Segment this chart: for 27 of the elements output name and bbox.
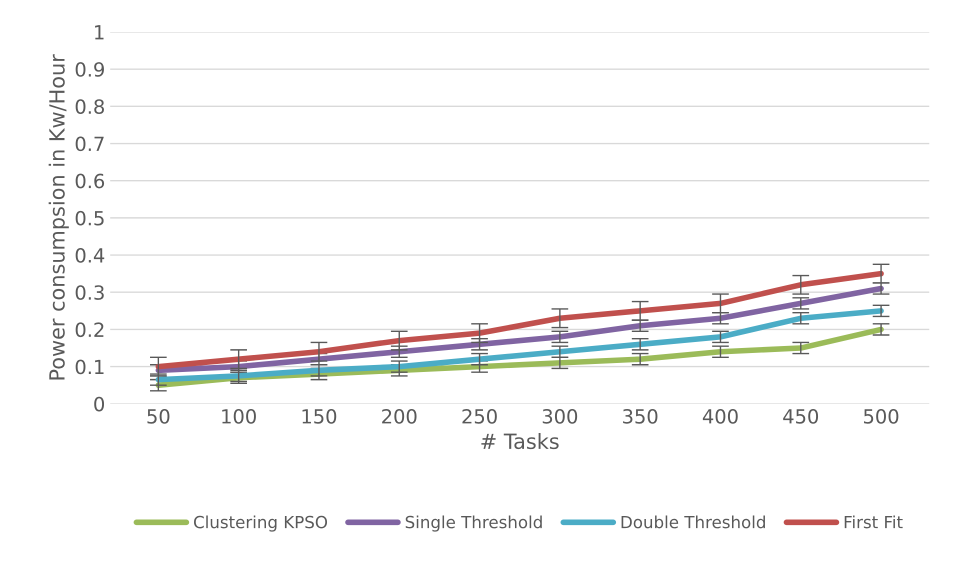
y-tick-label: 0.5 <box>76 210 104 226</box>
y-tick-label: 0.6 <box>76 174 104 188</box>
x-tick-label: 150 <box>302 409 336 424</box>
y-tick-label: 0.4 <box>76 248 104 263</box>
y-tick-label: 0.8 <box>76 99 104 114</box>
legend-label: Clustering KPSO <box>194 515 328 532</box>
y-tick-label: 0.1 <box>76 360 104 374</box>
x-tick-label: 350 <box>623 409 658 424</box>
x-tick-label: 300 <box>542 409 578 424</box>
y-tick-label: 0.7 <box>76 136 104 152</box>
y-tick-label: 0.3 <box>76 285 104 300</box>
legend-label: Double Threshold <box>622 515 765 528</box>
x-axis-title: # Tasks <box>481 433 559 450</box>
x-tick-label: 500 <box>864 409 898 424</box>
y-tick-label: 0.2 <box>76 322 104 338</box>
x-tick-label: 250 <box>462 409 497 424</box>
legend-label: First Fit <box>844 515 903 528</box>
y-tick-label: 0 <box>94 396 104 412</box>
y-tick-label: 0.9 <box>76 62 104 77</box>
y-axis-title: Power consumpsion in Kw/Hour <box>48 54 69 380</box>
x-tick-label: 400 <box>702 409 738 424</box>
x-tick-label: 50 <box>147 409 170 424</box>
x-tick-label: 100 <box>222 409 256 424</box>
x-tick-label: 200 <box>382 409 417 424</box>
x-tick-label: 450 <box>783 409 818 424</box>
legend-label: Single Threshold <box>406 515 542 532</box>
y-tick-label: 1 <box>95 25 104 40</box>
